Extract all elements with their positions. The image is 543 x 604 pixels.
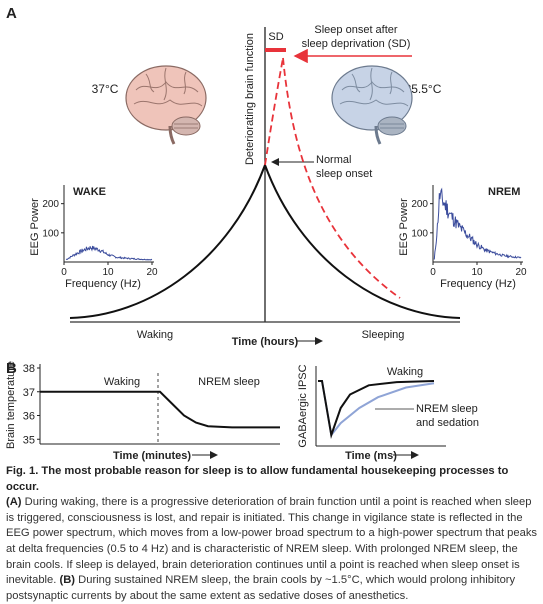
eeg-nrem-ticks: 0 10 20 100 200 <box>411 199 527 278</box>
eeg-wake-ticks: 0 10 20 100 200 <box>42 199 158 278</box>
eeg-ytick-label: 200 <box>42 199 59 210</box>
temp-nrem-label: NREM sleep <box>198 376 260 388</box>
sleeping-label: Sleeping <box>362 329 405 341</box>
brain-cool-icon <box>331 65 413 145</box>
temp-waking-label: Waking <box>104 376 140 388</box>
eeg-xtick-label: 20 <box>515 267 527 278</box>
caption-part-b: During sustained NREM sleep, the brain c… <box>6 574 516 602</box>
caption-title: Fig. 1. The most probable reason for sle… <box>6 465 509 493</box>
eeg-ytick-label: 200 <box>411 199 428 210</box>
brain-warm-icon <box>125 65 207 145</box>
sd-recovery-curve <box>282 57 401 299</box>
temp-ytick-label: 37 <box>23 387 35 399</box>
eeg-wake-inset: WAKE EEG Power Frequency (Hz) 0 10 20 100 20… <box>29 185 158 290</box>
temp-sleep-label: 35.5°C <box>405 82 442 96</box>
eeg-xtick-label: 0 <box>61 267 67 278</box>
eeg-nrem-xlabel: Frequency (Hz) <box>440 278 516 290</box>
figure-caption: Fig. 1. The most probable reason for sle… <box>6 464 538 604</box>
eeg-nrem-ylabel: EEG Power <box>398 198 410 256</box>
waking-label: Waking <box>137 329 173 341</box>
temp-ytick-label: 38 <box>23 363 35 375</box>
time-hours-label: Time (hours) <box>232 336 299 348</box>
ipsc-waking-label: Waking <box>387 366 423 378</box>
eeg-wake-trace <box>65 245 153 261</box>
temp-ytick-label: 36 <box>23 411 35 423</box>
sd-annotation-line2: sleep deprivation (SD) <box>302 38 411 50</box>
temp-ylabel: Brain temperature <box>5 361 17 449</box>
eeg-xtick-label: 0 <box>430 267 436 278</box>
eeg-xtick-label: 10 <box>471 267 483 278</box>
sd-rising-curve <box>264 57 284 166</box>
ipsc-plot: GABAergic IPSC Waking NREM sleep and sed… <box>297 364 479 462</box>
eeg-nrem-trace <box>433 187 522 260</box>
temp-wake-label: 37°C <box>92 82 119 96</box>
ipsc-annotation-line1: NREM sleep <box>416 403 478 415</box>
temp-yticks: 35 36 37 38 <box>23 363 40 446</box>
caption-part-b-tag: (B) <box>59 574 76 587</box>
panel-a-y-axis-label: Deteriorating brain function <box>244 33 256 165</box>
caption-part-a-tag: (A) <box>6 496 22 509</box>
eeg-nrem-inset: NREM EEG Power Frequency (Hz) 0 10 20 100 20… <box>398 185 527 290</box>
temp-xlabel: Time (minutes) <box>113 450 191 462</box>
temp-ytick-label: 35 <box>23 434 35 446</box>
panel-a-label: A <box>6 5 17 22</box>
eeg-ytick-label: 100 <box>411 228 428 239</box>
ipsc-ylabel: GABAergic IPSC <box>297 364 309 447</box>
normal-annotation-line2: sleep onset <box>316 168 372 180</box>
normal-annotation-line1: Normal <box>316 154 351 166</box>
temp-trace <box>40 390 280 429</box>
eeg-wake-xlabel: Frequency (Hz) <box>65 278 141 290</box>
eeg-xtick-label: 20 <box>146 267 158 278</box>
ipsc-annotation-line2: and sedation <box>416 417 479 429</box>
caption-part-a: During waking, there is a progressive de… <box>6 496 538 587</box>
ipsc-xlabel: Time (ms) <box>345 450 397 462</box>
temp-plot: Brain temperature 35 36 37 38 Waking NREM s… <box>5 361 280 462</box>
eeg-wake-title: WAKE <box>73 186 106 198</box>
panel-b-label: B <box>6 360 17 377</box>
ipsc-waking-trace <box>318 380 435 439</box>
eeg-xtick-label: 10 <box>102 267 114 278</box>
sd-tag: SD <box>268 31 283 43</box>
eeg-ytick-label: 100 <box>42 228 59 239</box>
eeg-nrem-title: NREM <box>488 186 520 198</box>
eeg-wake-ylabel: EEG Power <box>29 198 41 256</box>
sd-annotation-line1: Sleep onset after <box>314 24 398 36</box>
